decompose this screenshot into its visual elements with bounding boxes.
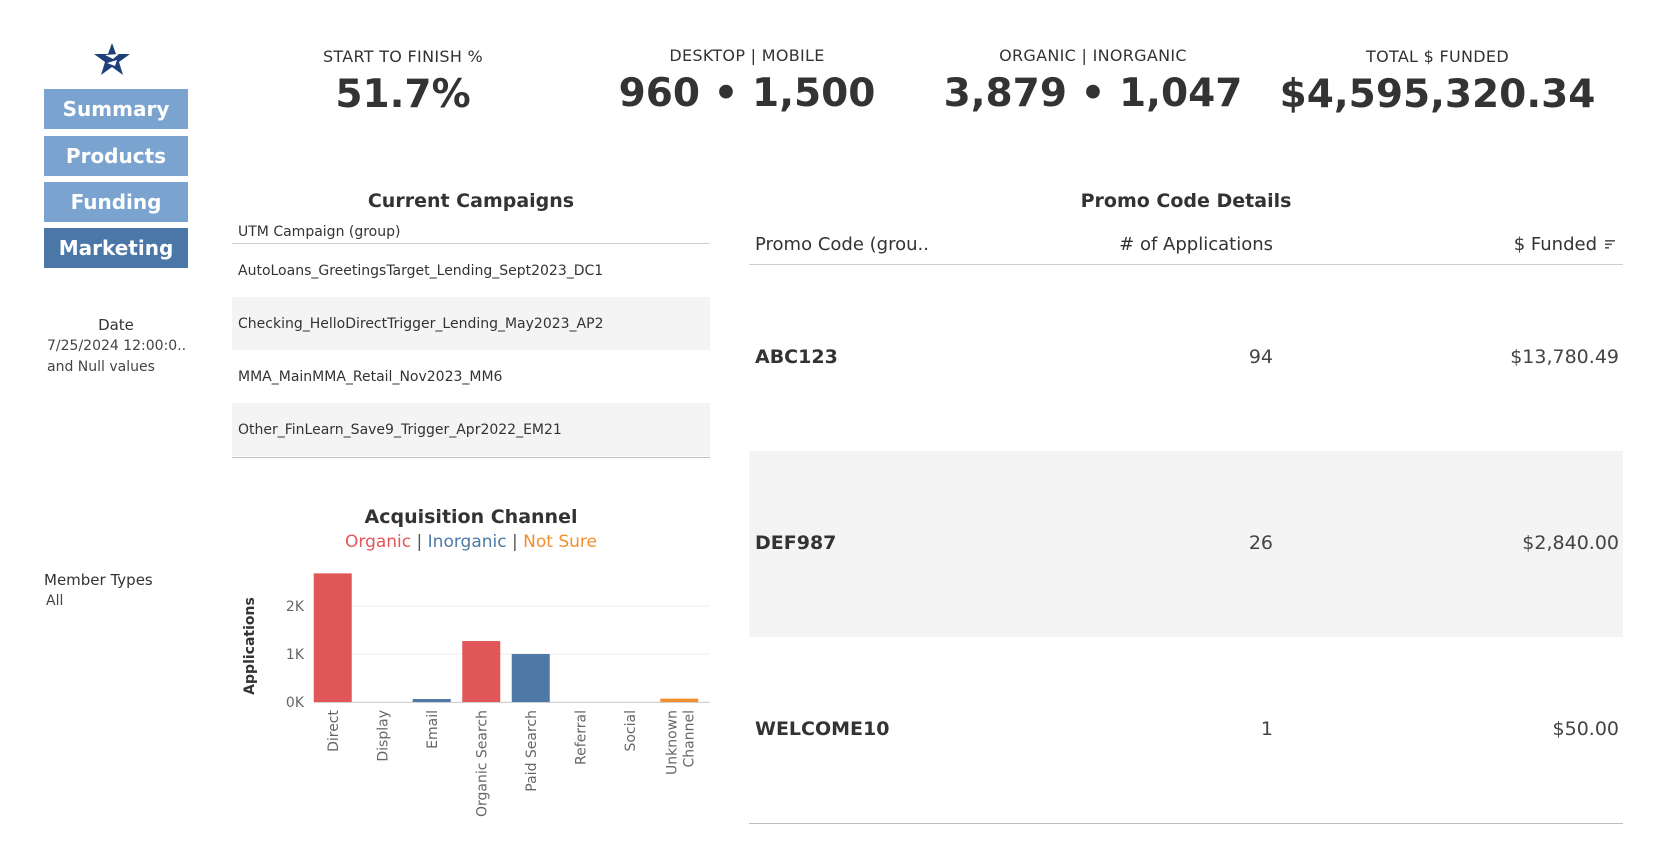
campaign-name: MMA_MainMMA_Retail_Nov2023_MM6 [238,368,503,385]
kpi-desktop-mobile: DESKTOP | MOBILE 960 • 1,500 [587,46,907,116]
x-tick-label: Channel [681,710,697,767]
promo-row[interactable]: WELCOME10 1 $50.00 [749,637,1623,823]
x-tick-label: Unknown [664,710,680,775]
x-tick-label: Direct [326,709,342,751]
kpi-start-to-finish: START TO FINISH % 51.7% [283,47,523,117]
promo-bottom-divider [749,823,1623,824]
x-tick-label: Email [425,710,441,749]
member-types-value[interactable]: All [46,593,64,609]
kpi-label: ORGANIC | INORGANIC [999,46,1187,65]
campaigns-column-header[interactable]: UTM Campaign (group) [238,224,401,240]
acquisition-legend: Organic | Inorganic | Not Sure [232,532,710,552]
promo-col-funded[interactable]: $ Funded [1513,234,1597,255]
promo-funded: $2,840.00 [1522,532,1619,554]
nav-products-button[interactable]: Products [44,136,188,176]
bar [660,698,699,702]
kpi-value: $4,595,320.34 [1279,72,1596,117]
promo-funded: $50.00 [1552,718,1619,740]
x-tick-label: Paid Search [524,710,540,792]
promo-funded: $13,780.49 [1510,346,1619,368]
legend-organic[interactable]: Organic [345,532,412,552]
campaign-row[interactable]: MMA_MainMMA_Retail_Nov2023_MM6 [232,350,710,403]
promo-code: WELCOME10 [755,718,890,740]
sort-descending-icon[interactable] [1603,238,1617,252]
promo-row[interactable]: ABC123 94 $13,780.49 [749,265,1623,451]
bar [313,573,352,702]
bar [511,654,550,702]
promo-code: DEF987 [755,532,837,554]
x-tick-label: Referral [573,710,589,765]
date-filter-null: and Null values [47,359,155,375]
legend-separator: | [416,532,423,552]
promo-col-code[interactable]: Promo Code (grou.. [755,234,929,255]
campaigns-title: Current Campaigns [367,190,575,212]
member-types-title: Member Types [44,571,153,589]
campaign-row[interactable]: Other_FinLearn_Save9_Trigger_Apr2022_EM2… [232,403,710,456]
promo-row[interactable]: DEF987 26 $2,840.00 [749,451,1623,637]
y-tick-label: 2K [286,599,305,615]
acquisition-channel-chart: 0K 1K 2K Applications Direct Display Email Orga… [242,573,710,817]
y-axis-label: Applications [242,597,258,695]
x-tick-label: Display [375,710,391,762]
bar [412,699,451,702]
y-tick-label: 0K [286,695,305,711]
promo-applications: 94 [1248,346,1273,368]
kpi-label: START TO FINISH % [322,47,484,66]
kpi-organic-inorganic: ORGANIC | INORGANIC 3,879 • 1,047 [928,46,1258,116]
bar [462,641,501,702]
promo-applications: 1 [1260,718,1273,740]
date-filter-value[interactable]: 7/25/2024 12:00:0.. [47,338,187,354]
kpi-value: 51.7% [335,72,471,117]
legend-not-sure[interactable]: Not Sure [523,532,597,552]
promo-col-apps[interactable]: # of Applications [1119,234,1273,255]
campaign-row[interactable]: Checking_HelloDirectTrigger_Lending_May2… [232,297,710,350]
legend-inorganic[interactable]: Inorganic [427,532,507,552]
campaign-name: Checking_HelloDirectTrigger_Lending_May2… [238,315,604,332]
promo-header-divider [749,264,1623,265]
promo-code: ABC123 [755,346,838,368]
x-tick-label: Social [623,710,639,752]
acquisition-title: Acquisition Channel [364,506,578,528]
nav-funding-button[interactable]: Funding [44,182,188,222]
promo-applications: 26 [1248,532,1273,554]
promo-title: Promo Code Details [1080,190,1292,212]
campaign-name: AutoLoans_GreetingsTarget_Lending_Sept20… [238,262,604,279]
campaigns-header-divider [232,243,710,244]
campaign-name: Other_FinLearn_Save9_Trigger_Apr2022_EM2… [238,421,562,438]
y-tick-label: 1K [286,647,305,663]
legend-separator: | [512,532,518,552]
kpi-label: TOTAL $ FUNDED [1366,47,1509,66]
kpi-value: 960 • 1,500 [618,71,876,116]
star-logo-icon [94,43,130,75]
x-tick-label: Organic Search [474,710,490,817]
kpi-value: 3,879 • 1,047 [943,71,1243,116]
campaigns-bottom-divider [232,457,710,458]
kpi-total-funded: TOTAL $ FUNDED $4,595,320.34 [1260,47,1615,117]
date-filter-title: Date [98,316,134,334]
kpi-label: DESKTOP | MOBILE [669,46,825,65]
nav-marketing-button[interactable]: Marketing [44,228,188,268]
campaign-row[interactable]: AutoLoans_GreetingsTarget_Lending_Sept20… [232,244,710,297]
nav-summary-button[interactable]: Summary [44,89,188,129]
